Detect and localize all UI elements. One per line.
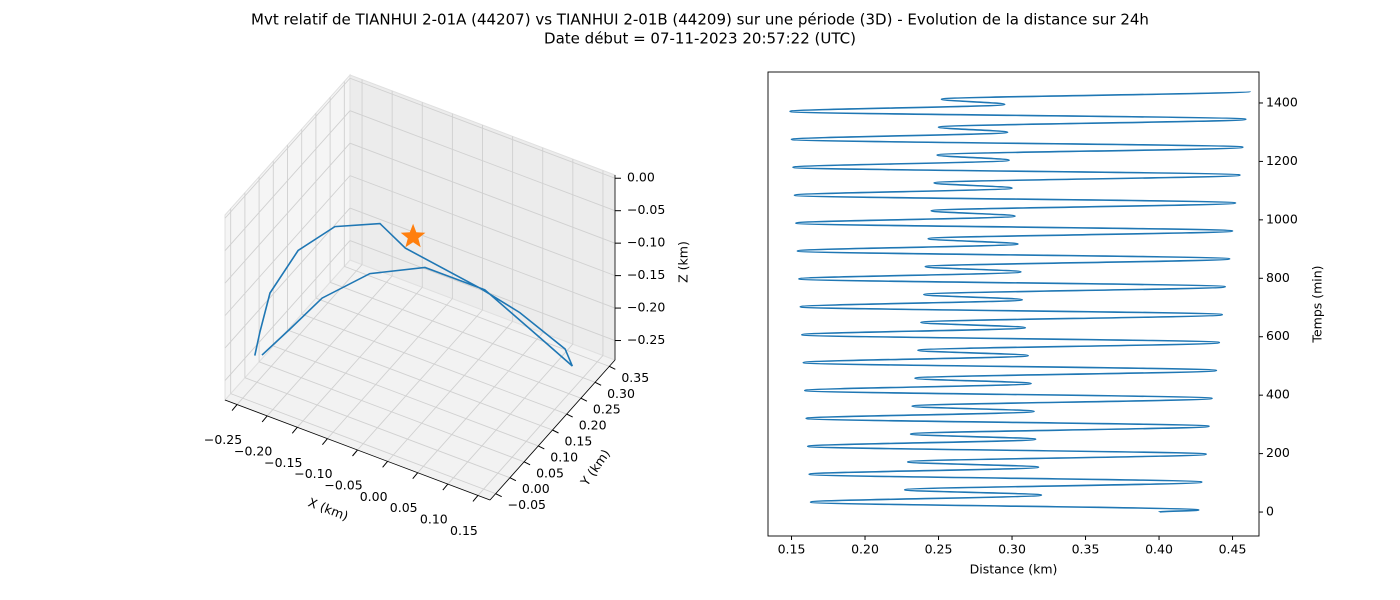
x-axis-label: Distance (km) [970,562,1058,577]
grid-line [258,361,525,463]
plot-frame [767,71,1260,537]
x-tick-label: 0.30 [998,542,1026,557]
x-tick [291,426,298,434]
x-tick-label: −0.15 [264,455,302,470]
figure-subtitle: Date début = 07-11-2023 20:57:22 (UTC) [544,30,856,48]
y-tick-label: 1400 [1266,94,1298,109]
x-tick [472,495,479,502]
y-tick-label: 0.30 [607,386,635,401]
x-tick [322,438,328,445]
grid-line [349,77,616,179]
distance-line [789,90,1251,513]
x-tick [442,483,449,491]
y-axis [489,359,616,501]
x-tick-label: 0.20 [851,542,879,557]
y-axis-label: Temps (min) [1310,265,1325,343]
grid-line [230,393,496,495]
grid-line [329,281,596,383]
x-tick-label: 0.45 [1219,542,1247,557]
y-tick [566,413,573,418]
grid-line [349,110,616,212]
y-tick-label: 0.25 [593,402,621,417]
x-tick-label: 0.15 [778,542,806,557]
z-tick-label: −0.10 [627,235,665,250]
y-tick-label: 0.00 [522,481,550,496]
y-tick [509,477,517,482]
grid-line [224,240,351,381]
x-tick-label: 0.10 [420,512,448,527]
grid-line [273,345,539,447]
x-tick-label: −0.05 [324,478,362,493]
y-tick-label: 0.35 [621,370,649,385]
grid-line [315,297,582,399]
y-tick [594,381,602,386]
y-tick [538,445,545,450]
y-tick-label: 600 [1266,328,1290,343]
z-tick-label: −0.20 [627,300,665,315]
z-tick-label: 0.00 [627,170,655,185]
grid-line [301,313,567,415]
x-tick-label: 0.40 [1145,542,1173,557]
star-marker [400,223,426,248]
y-tick-label: 0.10 [550,449,578,464]
z-tick-label: −0.05 [627,202,665,217]
y-tick-label: 800 [1266,270,1290,285]
grid-line [349,142,616,244]
grid-line [349,175,616,277]
grid-line [224,142,351,284]
y-tick-label: 400 [1266,387,1290,402]
x-tick-label: 0.05 [390,500,418,515]
x-tick [231,404,238,411]
z-tick-label: −0.25 [627,332,665,347]
x-axis [224,399,491,501]
y-tick-label: 200 [1266,445,1290,460]
y-tick-label: 1200 [1266,153,1298,168]
y-tick-label: 1000 [1266,211,1298,226]
grid-line [287,329,553,431]
y-tick-label: 0.15 [565,434,593,449]
y-tick [495,493,502,498]
y-tick [523,461,531,466]
x-tick-label: −0.25 [204,432,242,447]
grid-line [224,207,351,349]
y-tick-label: 0 [1266,504,1274,519]
grid-line [224,77,351,219]
y-tick [552,429,559,434]
grid-line [349,207,616,309]
x-tick [352,449,358,457]
x-tick-label: 0.25 [925,542,953,557]
x-tick-label: 0.00 [360,489,388,504]
grid-line [224,175,351,316]
x-tick [382,461,388,468]
x-tick [412,472,419,480]
y-tick [609,365,616,370]
x-tick-label: 0.35 [1072,542,1100,557]
y-tick [580,397,588,402]
grid-line [244,377,511,479]
z-axis-label: Z (km) [676,241,691,283]
x-tick-label: 0.15 [450,523,478,538]
y-tick-label: −0.05 [508,497,546,512]
y-tick-label: 0.05 [536,465,564,480]
x-tick-label: −0.10 [294,466,332,481]
z-tick-label: −0.15 [627,267,665,282]
x-tick [261,415,268,423]
y-tick-label: 0.20 [579,418,607,433]
grid-line [224,110,351,252]
line-3d [254,222,574,367]
x-tick-label: −0.20 [234,443,272,458]
figure-title: Mvt relatif de TIANHUI 2-01A (44207) vs … [251,11,1149,29]
